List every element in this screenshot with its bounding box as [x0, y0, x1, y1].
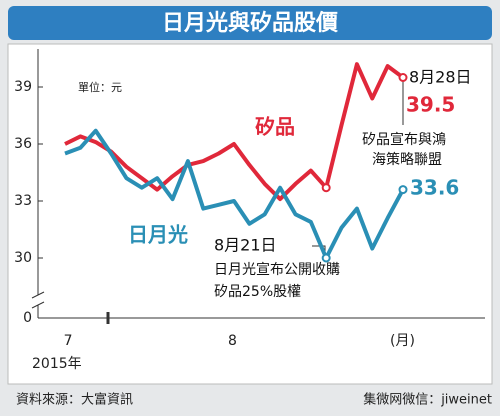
- x-tick-label: 8: [228, 333, 237, 349]
- annotation-date: 8月28日: [409, 68, 472, 87]
- axis-break: [31, 301, 45, 309]
- event-marker: [321, 183, 331, 193]
- y-tick-label: 39: [14, 79, 32, 95]
- y-tick-label: 0: [23, 310, 32, 326]
- title-banner: [8, 6, 492, 40]
- event-marker: [321, 253, 331, 263]
- value-label: 39.5: [406, 93, 455, 117]
- event-marker: [398, 185, 408, 195]
- value-label: 33.6: [410, 176, 459, 200]
- chart-title: 日月光與矽品股價: [162, 10, 339, 36]
- legend-label: 日月光: [128, 223, 188, 247]
- y-tick-label: 36: [14, 136, 32, 152]
- y-tick-label: 30: [14, 250, 32, 266]
- series-line: [64, 62, 405, 202]
- annotation-text: 矽品宣布與鴻: [362, 132, 446, 148]
- unit-label: 單位：元: [78, 80, 122, 94]
- y-tick-label: 33: [14, 193, 32, 209]
- source: 資料來源：大富資訊: [16, 392, 133, 408]
- x-axis-label: (月): [390, 333, 415, 349]
- annotation-text: 日月光宣布公開收購: [214, 262, 340, 278]
- event-marker: [398, 73, 408, 82]
- annotation-date: 8月21日: [214, 236, 277, 255]
- watermark: 集微网微信：jiweinet: [363, 392, 492, 408]
- series-line: [64, 128, 405, 260]
- axis-break: [31, 291, 45, 299]
- annotation-text: 矽品25%股權: [214, 284, 301, 300]
- year-label: 2015年: [32, 356, 82, 372]
- legend-label: 矽品: [255, 115, 295, 139]
- x-tick-label: 7: [64, 333, 73, 349]
- annotation-text: 海策略聯盟: [372, 151, 442, 168]
- plot-panel: [7, 43, 493, 385]
